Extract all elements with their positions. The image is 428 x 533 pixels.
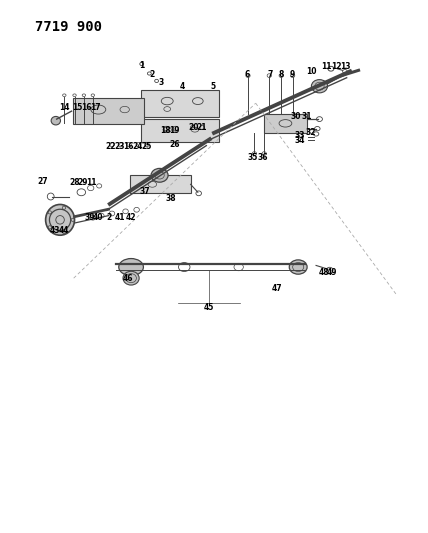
- Text: 31: 31: [301, 112, 312, 122]
- Text: 38: 38: [165, 194, 176, 203]
- Text: 35: 35: [248, 154, 259, 163]
- Text: 10: 10: [306, 67, 316, 76]
- Text: 47: 47: [272, 284, 282, 293]
- Ellipse shape: [119, 259, 143, 276]
- Text: 15: 15: [72, 103, 82, 112]
- Text: 8: 8: [279, 70, 284, 79]
- Ellipse shape: [46, 205, 74, 235]
- Text: 5: 5: [211, 82, 216, 91]
- Text: 12: 12: [331, 62, 342, 70]
- Text: 49: 49: [327, 268, 337, 277]
- Text: 19: 19: [169, 126, 180, 135]
- Text: 39: 39: [85, 213, 95, 222]
- Text: 14: 14: [59, 103, 70, 112]
- Ellipse shape: [289, 260, 307, 274]
- Text: 25: 25: [142, 142, 152, 151]
- Text: 42: 42: [126, 213, 137, 222]
- Polygon shape: [141, 119, 219, 142]
- Text: 48: 48: [318, 268, 329, 277]
- Text: 22: 22: [106, 142, 116, 151]
- Text: 17: 17: [90, 103, 101, 112]
- Text: 34: 34: [294, 136, 305, 146]
- Text: 11: 11: [86, 178, 97, 187]
- Text: 2: 2: [150, 70, 155, 79]
- Text: 24: 24: [132, 142, 143, 151]
- Text: 36: 36: [258, 154, 268, 163]
- Polygon shape: [73, 98, 144, 124]
- Text: 44: 44: [59, 226, 70, 235]
- Text: 23: 23: [114, 142, 125, 151]
- Text: 37: 37: [140, 187, 150, 196]
- Text: 46: 46: [123, 273, 134, 282]
- Polygon shape: [264, 114, 307, 133]
- Text: 21: 21: [197, 123, 207, 132]
- Text: 16: 16: [123, 142, 134, 151]
- Text: 2: 2: [106, 213, 111, 222]
- Ellipse shape: [151, 168, 168, 182]
- Text: 11: 11: [321, 62, 332, 70]
- Text: 32: 32: [306, 128, 316, 138]
- Text: 40: 40: [93, 213, 104, 222]
- Polygon shape: [141, 91, 219, 117]
- Text: 16: 16: [81, 103, 92, 112]
- Text: 7719 900: 7719 900: [36, 20, 102, 34]
- Text: 4: 4: [179, 82, 185, 91]
- Text: 30: 30: [290, 112, 301, 122]
- Polygon shape: [130, 175, 190, 193]
- Text: 26: 26: [169, 140, 180, 149]
- Text: 45: 45: [204, 303, 214, 312]
- Text: 43: 43: [49, 226, 60, 235]
- Text: 33: 33: [294, 131, 305, 140]
- Text: 27: 27: [38, 177, 48, 186]
- Text: 28: 28: [69, 178, 80, 187]
- Text: 13: 13: [340, 62, 350, 70]
- Ellipse shape: [312, 79, 327, 93]
- Ellipse shape: [123, 271, 139, 285]
- Text: 3: 3: [158, 78, 163, 87]
- Text: 29: 29: [78, 178, 88, 187]
- Text: 1: 1: [139, 61, 144, 69]
- Text: 7: 7: [268, 70, 273, 79]
- Text: 9: 9: [290, 70, 295, 79]
- Text: 6: 6: [244, 70, 250, 79]
- Text: 18: 18: [160, 126, 170, 135]
- Text: 41: 41: [114, 213, 125, 222]
- Ellipse shape: [51, 116, 60, 125]
- Text: 20: 20: [188, 123, 199, 132]
